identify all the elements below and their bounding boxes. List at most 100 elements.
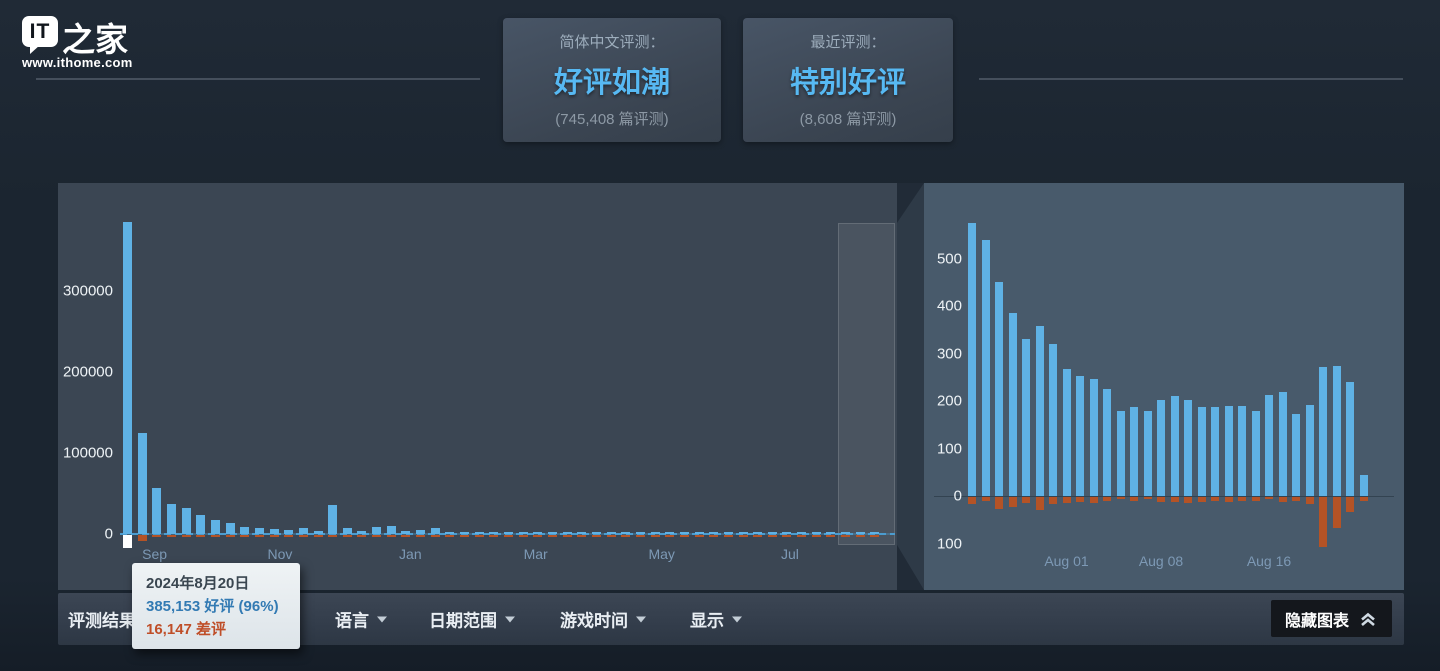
positive-review-bar[interactable] (1062, 368, 1071, 496)
positive-review-bar[interactable] (723, 532, 733, 534)
positive-review-bar[interactable] (562, 532, 572, 534)
filter-playtime[interactable]: 游戏时间 (560, 607, 646, 632)
positive-review-bar[interactable] (313, 531, 323, 534)
negative-review-bar[interactable] (782, 535, 792, 537)
positive-review-bar[interactable] (1008, 313, 1017, 496)
negative-review-bar[interactable] (1103, 497, 1111, 501)
negative-review-bar[interactable] (650, 535, 660, 537)
positive-review-bar[interactable] (137, 432, 147, 534)
positive-review-bar[interactable] (489, 531, 499, 534)
positive-review-bar[interactable] (284, 529, 294, 534)
positive-review-bar[interactable] (1278, 391, 1287, 496)
negative-review-bar[interactable] (811, 535, 821, 537)
hide-graph-button[interactable]: 隐藏图表 (1270, 600, 1392, 637)
positive-review-bar[interactable] (738, 532, 748, 534)
positive-review-bar[interactable] (1157, 399, 1165, 496)
positive-review-bar[interactable] (694, 532, 704, 534)
positive-review-bar[interactable] (621, 532, 631, 534)
negative-review-bar[interactable] (841, 535, 851, 537)
negative-review-bar[interactable] (562, 535, 572, 537)
positive-review-bar[interactable] (1197, 406, 1206, 496)
negative-review-bar[interactable] (1089, 497, 1098, 503)
negative-review-bar[interactable] (1130, 497, 1138, 501)
negative-review-bar[interactable] (1224, 497, 1233, 502)
positive-review-bar[interactable] (782, 532, 792, 534)
negative-review-bar[interactable] (1062, 497, 1071, 503)
negative-review-bar[interactable] (767, 535, 777, 537)
negative-review-bar[interactable] (981, 497, 990, 501)
overall-review-histogram[interactable]: 0 100000 200000 300000 Sep Nov Jan Mar May Jul (58, 183, 897, 590)
negative-review-bar[interactable] (826, 535, 836, 537)
positive-review-bar[interactable] (210, 520, 220, 534)
positive-review-bar[interactable] (1332, 365, 1341, 496)
negative-review-bar[interactable] (1238, 497, 1246, 501)
positive-review-bar[interactable] (606, 532, 616, 534)
positive-review-bar[interactable] (386, 525, 396, 534)
filter-language[interactable]: 语言 (335, 607, 387, 632)
positive-review-bar[interactable] (577, 532, 587, 534)
positive-review-bar[interactable] (650, 532, 660, 534)
positive-review-bar[interactable] (401, 531, 411, 534)
negative-review-bar[interactable] (547, 535, 557, 537)
negative-review-bar[interactable] (1049, 497, 1057, 505)
positive-review-bar[interactable] (1170, 396, 1179, 496)
positive-review-bar[interactable] (811, 531, 821, 534)
positive-review-bar[interactable] (1130, 406, 1138, 496)
negative-review-bar[interactable] (181, 535, 191, 537)
positive-review-bar[interactable] (679, 532, 689, 534)
positive-review-bar[interactable] (416, 530, 426, 534)
negative-review-bar[interactable] (416, 535, 426, 537)
positive-review-bar[interactable] (591, 532, 601, 534)
negative-review-bar[interactable] (1332, 497, 1341, 528)
negative-review-bar[interactable] (1170, 497, 1179, 502)
negative-review-bar[interactable] (210, 535, 220, 537)
positive-review-bar[interactable] (1251, 410, 1260, 496)
negative-review-bar[interactable] (284, 535, 294, 537)
positive-review-bar[interactable] (753, 532, 763, 534)
positive-review-bar[interactable] (1143, 411, 1152, 496)
negative-review-bar[interactable] (328, 535, 338, 537)
negative-review-bar[interactable] (1008, 497, 1017, 508)
negative-review-bar[interactable] (635, 535, 645, 537)
positive-review-bar[interactable] (166, 504, 176, 534)
positive-review-bar[interactable] (342, 528, 352, 534)
negative-review-bar[interactable] (254, 535, 264, 537)
negative-review-bar[interactable] (504, 535, 514, 537)
positive-review-bar[interactable] (504, 532, 514, 534)
negative-review-bar[interactable] (313, 535, 323, 537)
positive-review-bar[interactable] (181, 508, 191, 534)
negative-review-bar[interactable] (1116, 497, 1125, 500)
negative-review-bar[interactable] (855, 535, 865, 537)
negative-review-bar[interactable] (1157, 497, 1165, 502)
positive-review-bar[interactable] (1305, 404, 1314, 496)
negative-review-bar[interactable] (968, 497, 976, 505)
positive-review-bar[interactable] (269, 528, 279, 534)
negative-review-bar[interactable] (797, 535, 807, 537)
negative-review-bar[interactable] (1022, 497, 1030, 503)
positive-review-bar[interactable] (1292, 413, 1300, 496)
negative-review-bar[interactable] (225, 535, 235, 537)
negative-review-bar[interactable] (1197, 497, 1206, 502)
negative-review-bar[interactable] (1292, 497, 1300, 501)
positive-review-bar[interactable] (1238, 405, 1246, 496)
positive-review-bar[interactable] (1035, 325, 1044, 496)
negative-review-bar[interactable] (1076, 497, 1084, 502)
negative-review-bar[interactable] (709, 535, 719, 537)
filter-date-range[interactable]: 日期范围 (429, 607, 515, 632)
negative-review-bar[interactable] (489, 535, 499, 537)
negative-review-bar[interactable] (1184, 497, 1192, 503)
positive-review-bar[interactable] (797, 532, 807, 534)
negative-review-bar[interactable] (577, 535, 587, 537)
filter-review-type[interactable]: 评测结果 (68, 607, 136, 632)
negative-review-bar[interactable] (240, 535, 250, 537)
recent-period-selection-band[interactable] (838, 223, 896, 545)
negative-review-bar[interactable] (342, 535, 352, 537)
negative-review-bar[interactable] (430, 535, 440, 537)
positive-review-bar[interactable] (826, 531, 836, 534)
negative-review-bar[interactable] (1346, 497, 1354, 513)
negative-review-bar[interactable] (1211, 497, 1219, 501)
positive-review-bar[interactable] (1049, 344, 1057, 496)
positive-review-bar[interactable] (981, 239, 990, 496)
positive-review-bar[interactable] (123, 222, 132, 534)
negative-review-bar[interactable] (1359, 497, 1368, 501)
